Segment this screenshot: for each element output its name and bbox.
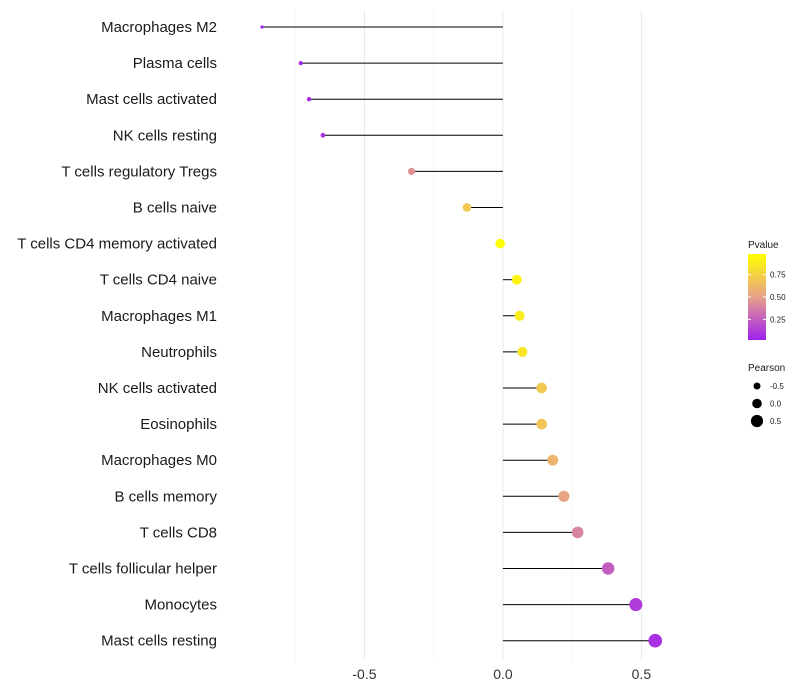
pvalue-legend: Pvalue 0.25 0.50 0.75 [748,240,786,340]
category-label: T cells regulatory Tregs [61,163,217,180]
grid-lines [294,10,642,660]
category-label: Mast cells resting [101,633,217,650]
colorbar-tick-label: 0.50 [770,293,786,302]
size-legend-label: 0.5 [770,417,782,426]
lollipop-points [260,25,663,648]
lollipop-stems [262,26,656,642]
lollipop-point [648,633,663,648]
category-label: NK cells activated [98,380,217,397]
category-label: T cells CD4 naive [100,272,217,289]
category-label: Macrophages M2 [101,19,217,36]
lollipop-point [547,454,559,466]
lollipop-point [306,96,312,102]
lollipop-point [320,132,326,138]
lollipop-point [558,490,570,502]
lollipop-point [571,526,584,539]
pvalue-legend-ticks: 0.25 0.50 0.75 [748,271,786,324]
pearson-legend: Pearson -0.5 0.0 0.5 [748,363,785,428]
category-label: NK cells resting [113,127,217,144]
category-label: B cells memory [114,488,217,505]
category-label: Neutrophils [141,344,217,361]
pvalue-legend-title: Pvalue [748,240,779,251]
lollipop-point [462,203,472,212]
category-label: T cells CD8 [140,524,217,541]
lollipop-point [407,167,416,175]
pvalue-colorbar [748,254,766,340]
lollipop-point [260,25,264,29]
lollipop-point [517,346,528,357]
category-label: Macrophages M0 [101,452,217,469]
category-label: Eosinophils [140,416,217,433]
category-label: Mast cells activated [86,91,217,108]
size-legend-dot [753,382,761,390]
size-legend-dot [752,398,762,409]
lollipop-point [629,598,643,612]
lollipop-point [601,562,615,575]
size-legend-label: 0.0 [770,400,782,409]
category-label: Monocytes [144,597,217,614]
size-legend-dot [750,414,764,428]
colorbar-tick-label: 0.25 [770,315,786,324]
lollipop-point [298,60,303,66]
pearson-legend-title: Pearson [748,363,785,374]
lollipop-point [495,238,505,249]
category-label: T cells CD4 memory activated [17,236,217,253]
pearson-legend-items: -0.5 0.0 0.5 [750,382,784,428]
x-axis-ticks: -0.5 0.0 0.5 [352,666,651,682]
size-legend-label: -0.5 [770,382,784,391]
lollipop-point [536,418,548,430]
x-tick-label: 0.5 [632,666,652,682]
lollipop-point [514,310,525,321]
x-tick-label: 0.0 [493,666,513,682]
category-label: Macrophages M1 [101,308,217,325]
category-label: B cells naive [133,200,217,217]
category-labels: Macrophages M2 Plasma cells Mast cells act… [17,19,217,650]
lollipop-point [536,382,548,394]
colorbar-tick-label: 0.75 [770,271,786,280]
category-label: T cells follicular helper [69,561,217,578]
category-label: Plasma cells [133,55,217,72]
lollipop-point [511,274,522,285]
x-tick-label: -0.5 [352,666,376,682]
